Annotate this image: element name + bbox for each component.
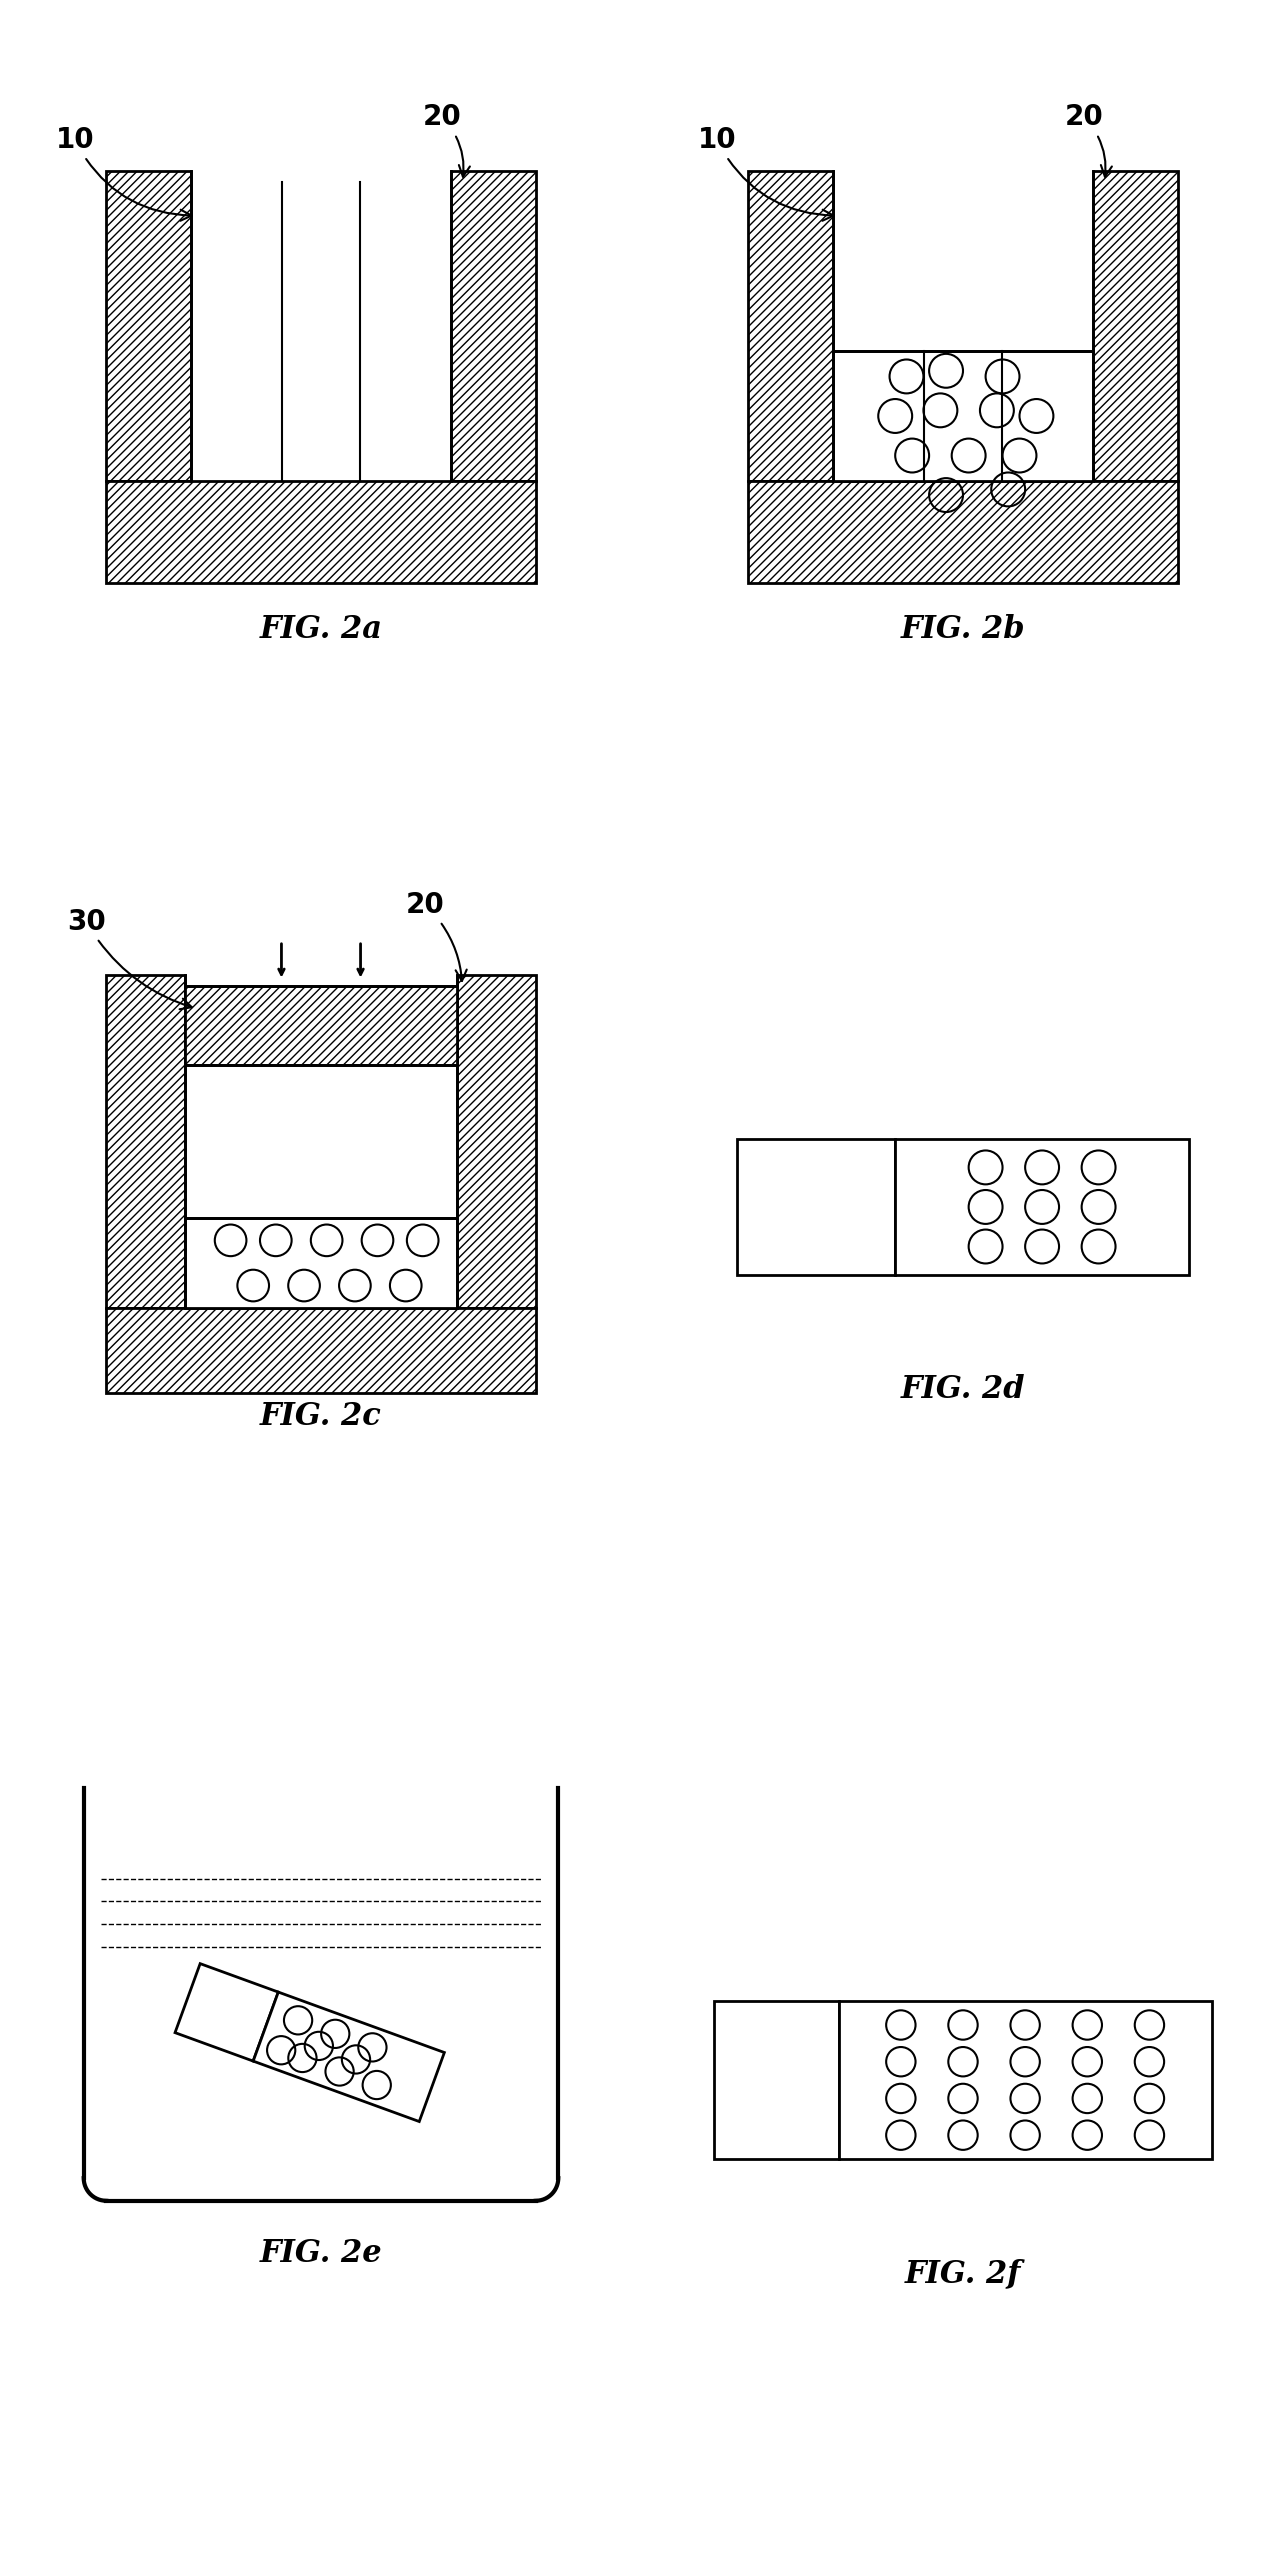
Text: 20: 20	[1064, 103, 1112, 177]
Text: FIG. 2e: FIG. 2e	[259, 2237, 383, 2268]
Text: FIG. 2b: FIG. 2b	[900, 614, 1026, 645]
Bar	[191, 169, 451, 480]
Text: 20: 20	[422, 103, 470, 177]
Bar	[749, 480, 1177, 583]
Bar	[107, 1307, 535, 1392]
Text: 10: 10	[55, 126, 191, 221]
Text: FIG. 2f: FIG. 2f	[905, 2257, 1021, 2288]
Bar	[833, 169, 1093, 480]
Bar	[737, 1140, 895, 1274]
Bar	[714, 2000, 838, 2160]
Bar	[1093, 169, 1177, 480]
Text: 10: 10	[697, 126, 833, 221]
Bar	[107, 480, 535, 583]
Text: FIG. 2c: FIG. 2c	[261, 1402, 381, 1433]
Bar	[107, 976, 185, 1307]
Bar	[185, 1217, 457, 1307]
Bar	[185, 976, 457, 1307]
Bar	[749, 169, 833, 480]
Bar	[833, 352, 1093, 480]
Bar	[895, 1140, 1189, 1274]
Polygon shape	[253, 1993, 444, 2121]
Bar	[185, 986, 457, 1066]
Text: 20: 20	[406, 891, 466, 981]
Polygon shape	[175, 1965, 279, 2062]
Bar	[457, 976, 535, 1307]
Text: FIG. 2a: FIG. 2a	[259, 614, 383, 645]
Bar	[838, 2000, 1212, 2160]
Text: FIG. 2d: FIG. 2d	[900, 1374, 1026, 1405]
Bar	[451, 169, 535, 480]
Bar	[107, 169, 191, 480]
Text: 30: 30	[67, 907, 191, 1009]
